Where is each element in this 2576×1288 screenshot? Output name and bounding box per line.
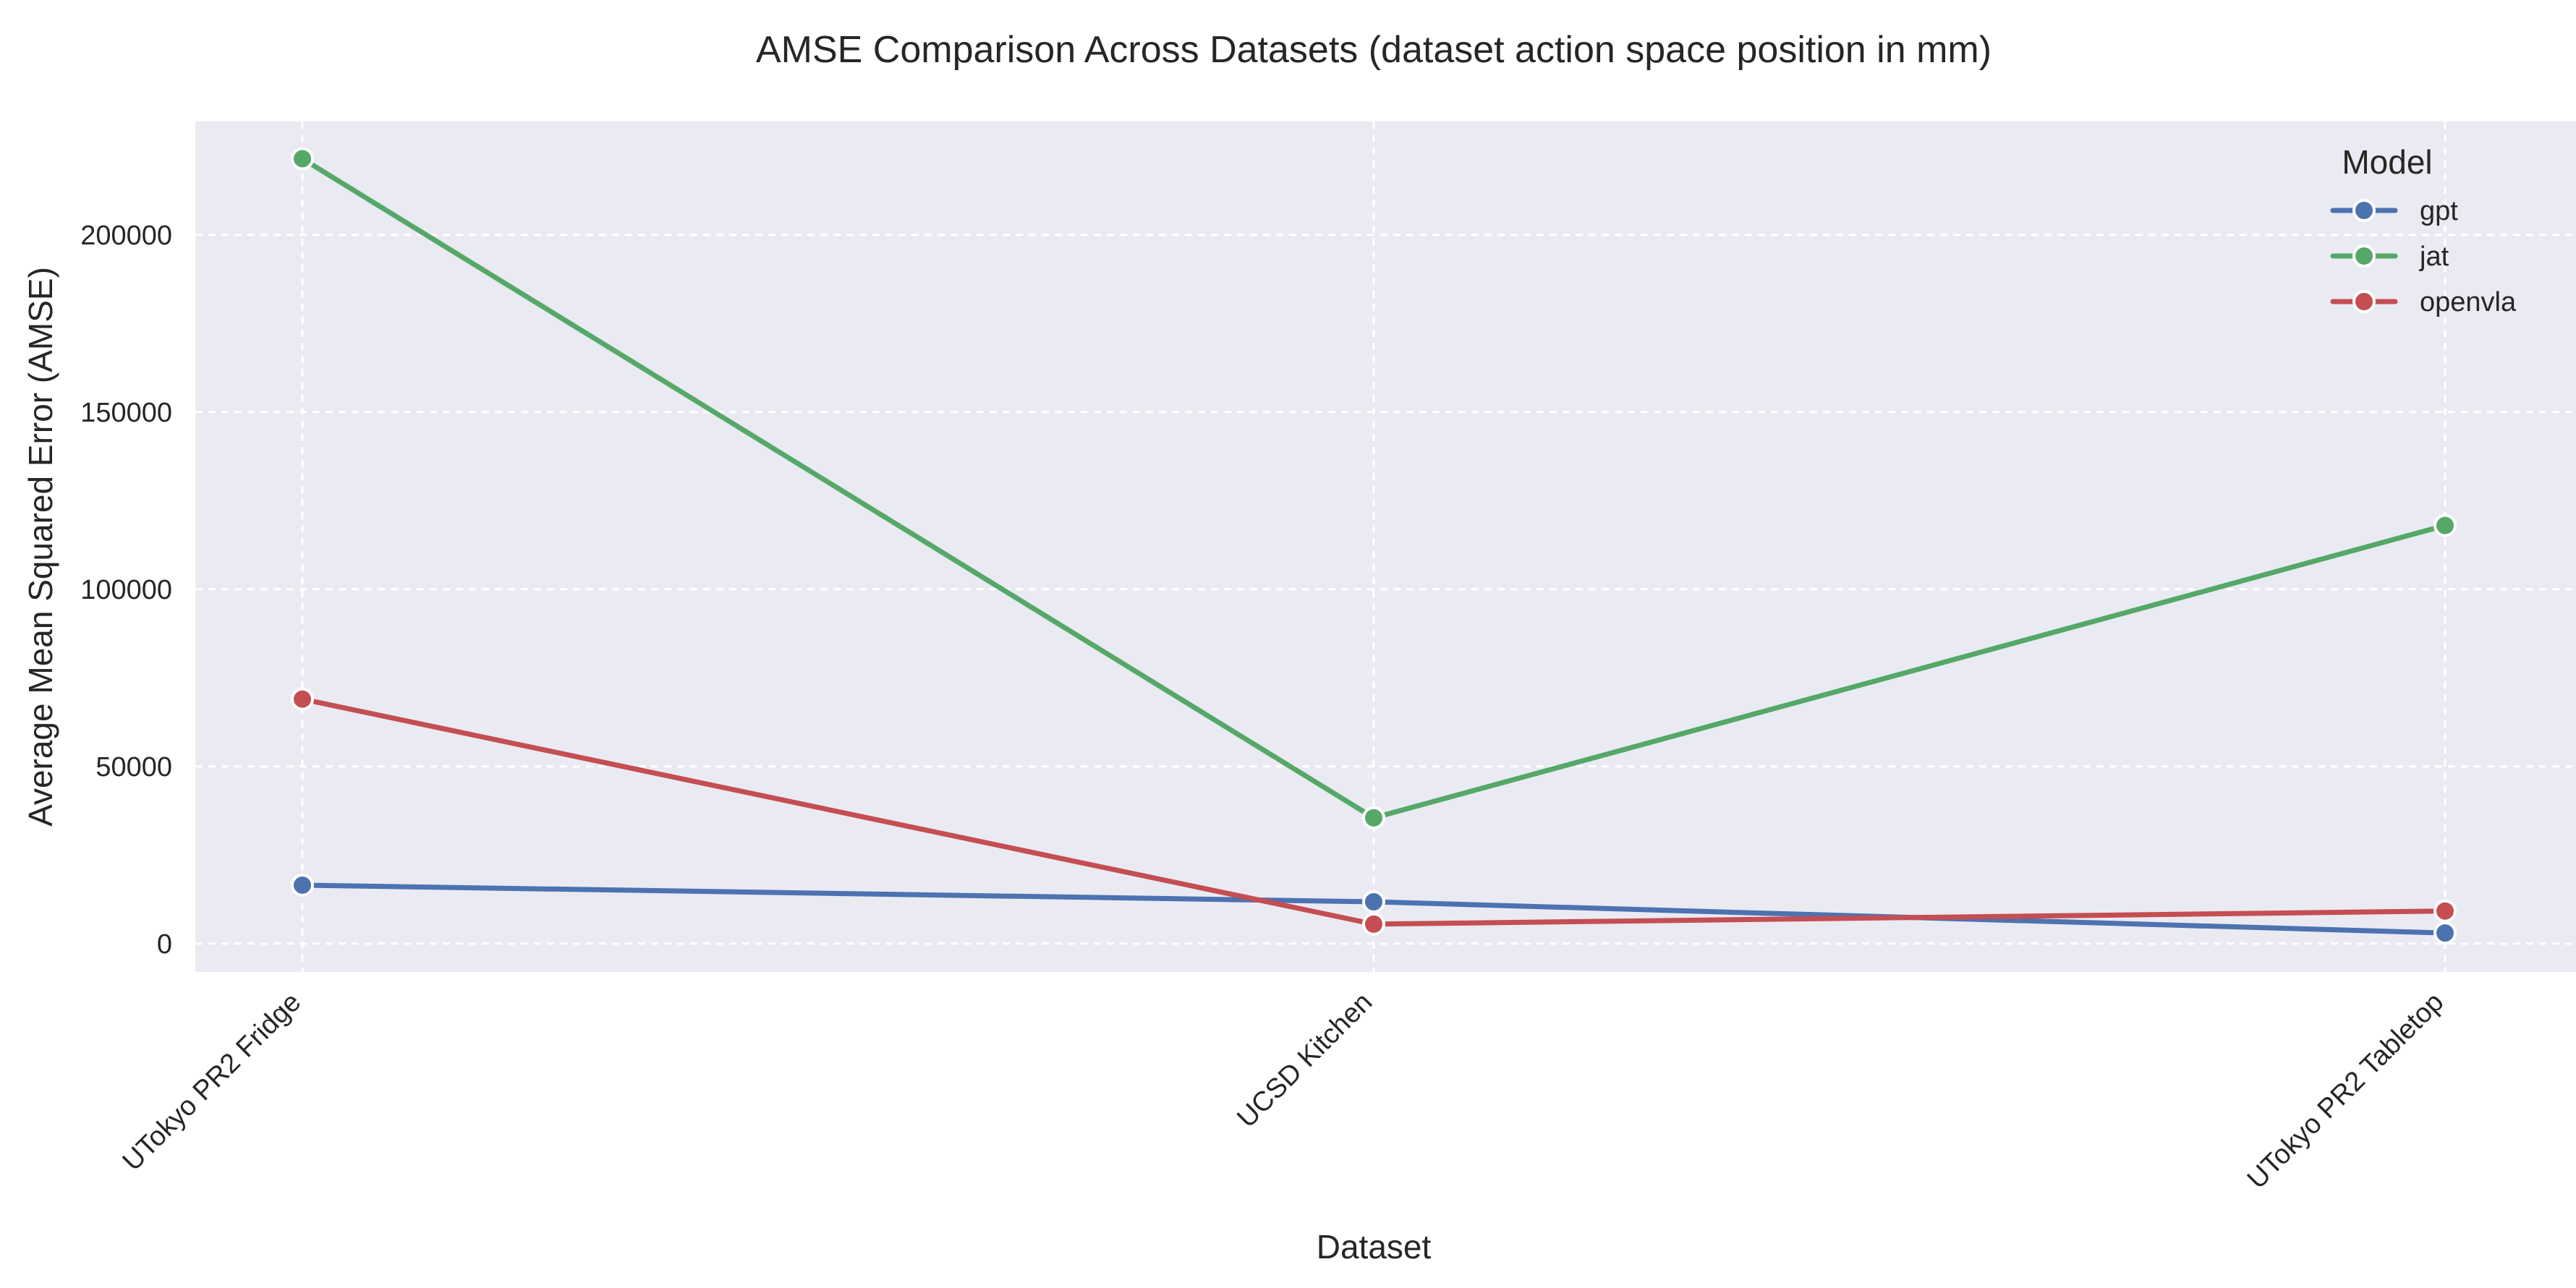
y-tick-label: 50000	[95, 752, 172, 782]
jat-point	[1362, 806, 1385, 829]
gpt-point	[291, 873, 314, 897]
plot-area	[195, 121, 2576, 972]
legend-title: Model	[2342, 143, 2432, 181]
y-tick-label: 100000	[80, 575, 172, 605]
x-tick-label: UTokyo PR2 Tabletop	[2242, 987, 2450, 1195]
y-tick-label: 200000	[80, 221, 172, 251]
y-axis-ticks: 0 50000 100000 150000 200000	[80, 221, 172, 960]
openvla-point	[2433, 899, 2457, 923]
legend: Model gpt jat openvla	[2330, 143, 2517, 317]
openvla-point	[1362, 912, 1385, 936]
jat-point	[291, 147, 314, 171]
x-tick-label: UTokyo PR2 Fridge	[117, 987, 307, 1177]
data-points	[291, 147, 2457, 945]
gpt-point	[2433, 921, 2457, 945]
x-tick-label: UCSD Kitchen	[1231, 987, 1378, 1134]
jat-legend-marker	[2352, 244, 2376, 268]
y-tick-label: 0	[157, 929, 172, 960]
gpt-point	[1362, 890, 1385, 913]
grid-lines	[195, 121, 2576, 972]
jat-point	[2433, 513, 2457, 537]
legend-items: gpt jat openvla	[2330, 196, 2517, 317]
chart-title: AMSE Comparison Across Datasets (dataset…	[756, 29, 1991, 71]
y-axis-label: Average Mean Squared Error (AMSE)	[22, 267, 59, 827]
openvla-point	[291, 687, 314, 711]
openvla-legend-marker	[2352, 290, 2376, 313]
gpt-legend-marker	[2352, 199, 2376, 222]
y-tick-label: 150000	[80, 398, 172, 428]
openvla-legend-label: openvla	[2420, 287, 2517, 317]
gpt-legend-label: gpt	[2420, 196, 2458, 226]
x-axis-ticks: UTokyo PR2 Fridge UCSD Kitchen UTokyo PR2 …	[117, 987, 2450, 1195]
x-axis-label: Dataset	[1317, 1228, 1432, 1266]
jat-legend-label: jat	[2419, 242, 2449, 272]
